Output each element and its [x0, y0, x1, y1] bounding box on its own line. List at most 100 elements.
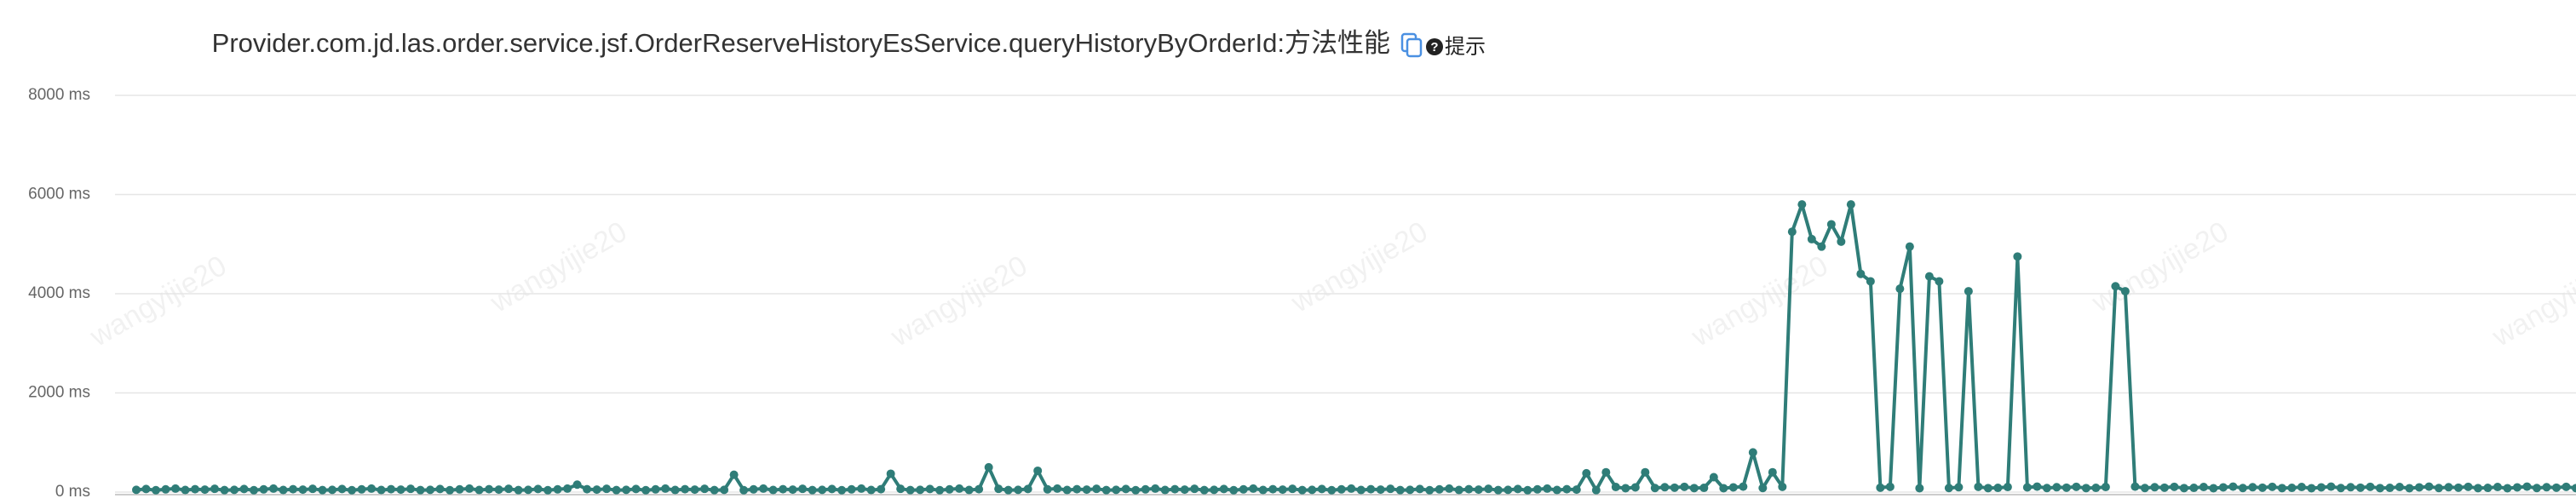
point [1591, 485, 1601, 495]
point [1876, 483, 1885, 492]
point [2042, 484, 2051, 493]
point [1053, 484, 1062, 493]
point [827, 484, 837, 494]
point [1768, 467, 1777, 477]
point [533, 484, 543, 494]
point [847, 484, 856, 494]
point [2111, 282, 2120, 291]
point [1445, 484, 1454, 493]
point [2199, 483, 2208, 492]
point [1268, 484, 1278, 494]
point [1376, 485, 1385, 495]
point [1660, 483, 1670, 492]
point [2022, 483, 2032, 492]
point [1728, 483, 1738, 492]
point [1778, 482, 1787, 491]
point [1983, 484, 1992, 493]
point [1807, 234, 1816, 243]
point [1630, 483, 1640, 492]
hint[interactable]: 提示 [1445, 35, 1486, 58]
point [1493, 485, 1503, 495]
copy-icon[interactable] [1400, 32, 1423, 58]
point [1101, 485, 1111, 495]
point [2316, 483, 2326, 492]
point [191, 484, 200, 494]
point [1337, 484, 1346, 494]
point [739, 485, 749, 495]
point [504, 484, 514, 494]
point [171, 484, 181, 493]
point [1395, 485, 1405, 495]
point [2346, 483, 2355, 492]
point [631, 484, 641, 494]
point [749, 484, 758, 494]
point [2572, 484, 2576, 493]
point [367, 484, 377, 493]
point [1297, 485, 1307, 495]
point [396, 485, 405, 495]
point [670, 485, 680, 495]
point [1023, 484, 1032, 494]
point [1562, 484, 1572, 494]
point [2052, 483, 2061, 492]
point [1180, 485, 1189, 495]
point [524, 485, 533, 495]
point [2209, 484, 2218, 493]
point [1689, 484, 1699, 493]
point [710, 485, 719, 495]
point [2464, 482, 2473, 491]
plot [132, 200, 2576, 495]
point [788, 485, 797, 495]
point [1327, 485, 1337, 495]
point [2297, 483, 2306, 492]
point [2522, 482, 2532, 491]
point [720, 485, 729, 495]
point [2150, 483, 2159, 492]
point [2503, 484, 2512, 493]
point [161, 484, 170, 494]
point [289, 484, 298, 494]
point [308, 484, 318, 494]
point [1915, 484, 1924, 493]
point [152, 485, 161, 495]
point [298, 485, 308, 495]
point [729, 470, 739, 479]
point [1856, 269, 1866, 278]
y-tick-label: 0 ms [55, 483, 90, 501]
point [2385, 484, 2395, 493]
point [866, 485, 876, 495]
point [2013, 252, 2022, 261]
point [2542, 483, 2551, 492]
point [2072, 482, 2081, 491]
point [2414, 483, 2424, 492]
point [1787, 227, 1797, 237]
point [2033, 482, 2042, 491]
point [435, 484, 445, 494]
point [426, 485, 435, 495]
point [2551, 483, 2561, 492]
point [465, 484, 474, 493]
point [1601, 467, 1611, 477]
point [651, 484, 660, 494]
point [681, 484, 690, 494]
point [2307, 484, 2316, 493]
point [1699, 484, 1709, 493]
point [2512, 483, 2521, 492]
point [1190, 484, 1199, 494]
point [1924, 272, 1934, 281]
point [1141, 484, 1150, 494]
point [1993, 484, 2003, 493]
point [1062, 485, 1072, 495]
point [1356, 485, 1366, 495]
point [1014, 485, 1023, 495]
point [2336, 484, 2345, 493]
point [2120, 287, 2130, 296]
point [2375, 484, 2384, 493]
point [2424, 482, 2434, 491]
point [1935, 277, 1944, 286]
point [279, 485, 288, 495]
point [1425, 485, 1435, 495]
hint-icon[interactable] [1426, 38, 1443, 55]
point [1454, 485, 1463, 495]
point [239, 484, 249, 494]
